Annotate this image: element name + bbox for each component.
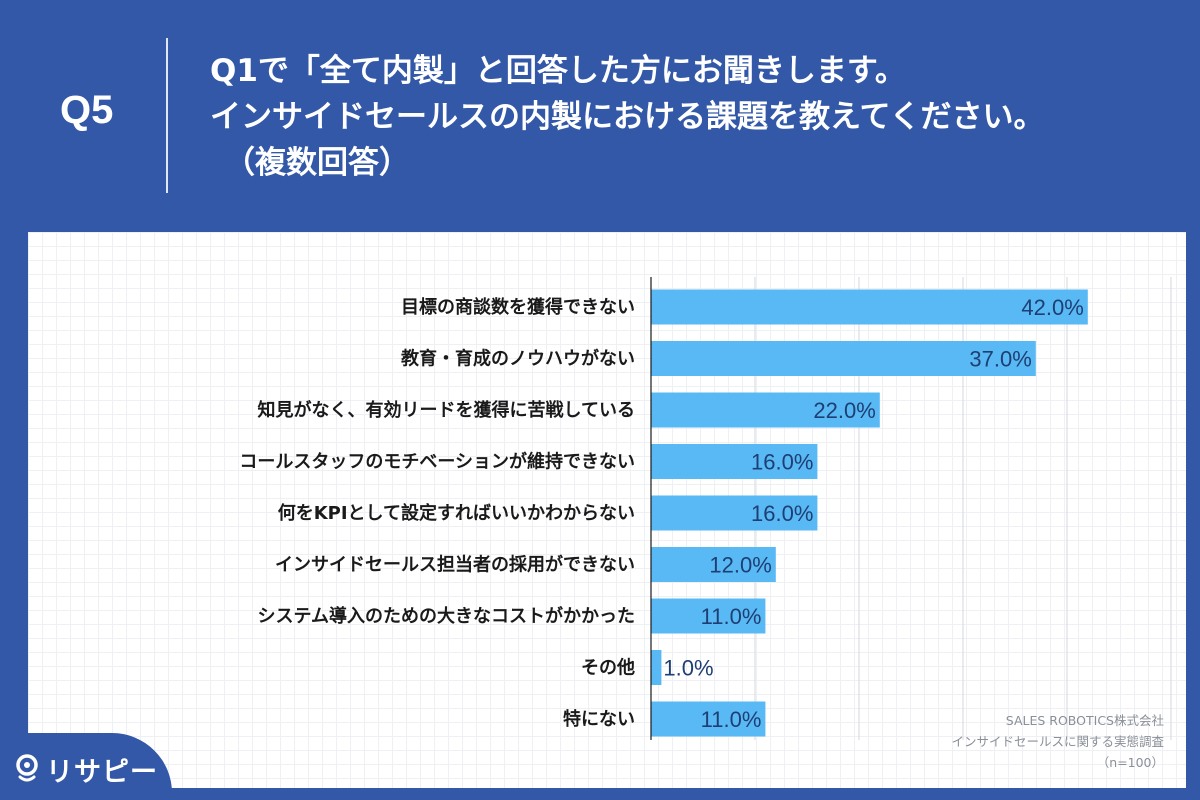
value-label: 42.0% — [1021, 295, 1083, 320]
question-text: Q1で「全て内製」と回答した方にお聞きします。 インサイドセールスの内製における… — [210, 48, 1170, 186]
map-pin-icon — [16, 754, 38, 782]
category-label: 教育・育成のノウハウがない — [401, 348, 635, 370]
category-label: 何をKPIとして設定すればいいかわからない — [278, 502, 635, 524]
value-label: 1.0% — [663, 656, 713, 681]
bar — [651, 289, 1088, 325]
bar — [651, 701, 766, 737]
brand-logo: リサピー — [0, 733, 172, 800]
category-label: 特にない — [563, 708, 635, 730]
category-label: 目標の商談数を獲得できない — [401, 296, 635, 318]
value-label: 16.0% — [751, 450, 813, 475]
value-label: 11.0% — [701, 707, 762, 732]
category-label: 知見がなく、有効リードを獲得に苦戦している — [258, 399, 635, 421]
category-label: コールスタッフのモチベーションが維持できない — [239, 451, 635, 473]
source-sample: （n=100） — [1096, 755, 1164, 770]
value-label: 11.0% — [701, 604, 762, 629]
bar — [651, 650, 662, 685]
category-label: システム導入のための大きなコストがかかった — [258, 605, 635, 627]
bar-chart: 目標の商談数を獲得できない 42.0% 教育・育成のノウハウがない 37.0% 知見がな… — [239, 277, 1172, 740]
bar — [651, 341, 1036, 376]
chart-panel: 目標の商談数を獲得できない 42.0% 教育・育成のノウハウがない 37.0% 知見がな… — [28, 232, 1186, 788]
value-label: 16.0% — [751, 501, 813, 526]
bar — [651, 444, 818, 479]
question-line-2: インサイドセールスの内製における課題を教えてください。 — [210, 99, 1045, 135]
header-divider — [166, 38, 168, 193]
source-note: SALES ROBOTICS株式会社 インサイドセールスに関する実態調査 （n=… — [951, 710, 1164, 773]
source-survey: インサイドセールスに関する実態調査 — [951, 734, 1164, 749]
question-line-1: Q1で「全て内製」と回答した方にお聞きします。 — [210, 53, 906, 89]
question-number: Q5 — [60, 88, 114, 132]
category-label: インサイドセールス担当者の採用ができない — [275, 554, 635, 576]
value-label: 12.0% — [709, 553, 771, 578]
source-company: SALES ROBOTICS株式会社 — [1005, 713, 1164, 728]
category-label: その他 — [581, 657, 635, 679]
bar — [651, 392, 880, 428]
bar — [651, 598, 766, 634]
bar — [651, 547, 776, 582]
value-label: 37.0% — [969, 347, 1031, 372]
question-line-3: （複数回答） — [224, 145, 410, 181]
bar — [651, 495, 818, 531]
value-label: 22.0% — [813, 398, 875, 423]
logo-text: リサピー — [46, 757, 158, 788]
